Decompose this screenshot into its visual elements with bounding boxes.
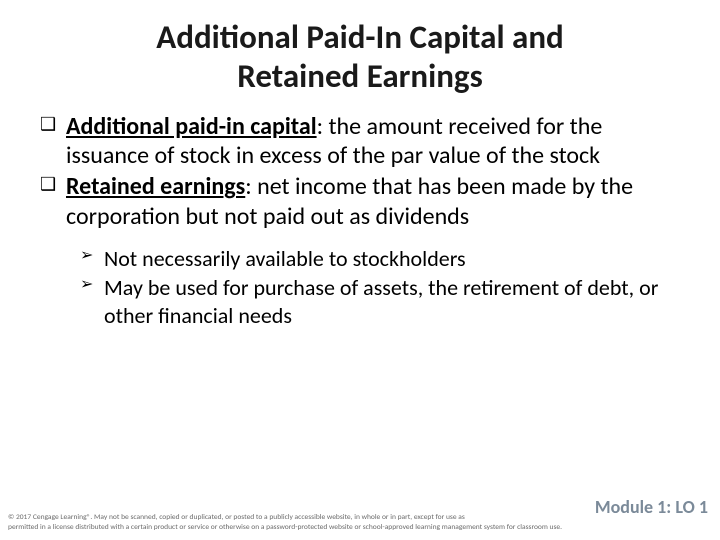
copyright-line-1: © 2017 Cengage Learning®. May not be sca… — [8, 513, 465, 522]
bullet-apic-term: Additional paid-in capital — [66, 112, 317, 141]
title-line-2: Retained Earnings — [237, 56, 483, 96]
bullet-re-term: Retained earnings — [66, 172, 245, 201]
bullet-retained-earnings: Retained earnings: net income that has b… — [40, 172, 680, 329]
title-line-1: Additional Paid-In Capital and — [156, 17, 564, 57]
sub-bullet-2: May be used for purchase of assets, the … — [80, 274, 680, 329]
copyright-line-2: permitted in a license distributed with … — [8, 523, 562, 532]
main-bullet-list: Additional paid-in capital: the amount r… — [40, 112, 680, 330]
footer: Module 1: LO 1 © 2017 Cengage Learning®.… — [8, 513, 712, 532]
sub-bullet-list: Not necessarily available to stockholder… — [80, 245, 680, 330]
slide-container: Additional Paid-In Capital and Retained … — [0, 0, 720, 329]
bullet-apic: Additional paid-in capital: the amount r… — [40, 112, 680, 171]
slide-title: Additional Paid-In Capital and Retained … — [40, 18, 680, 96]
module-label: Module 1: LO 1 — [595, 496, 708, 518]
sub-bullet-1: Not necessarily available to stockholder… — [80, 245, 680, 273]
